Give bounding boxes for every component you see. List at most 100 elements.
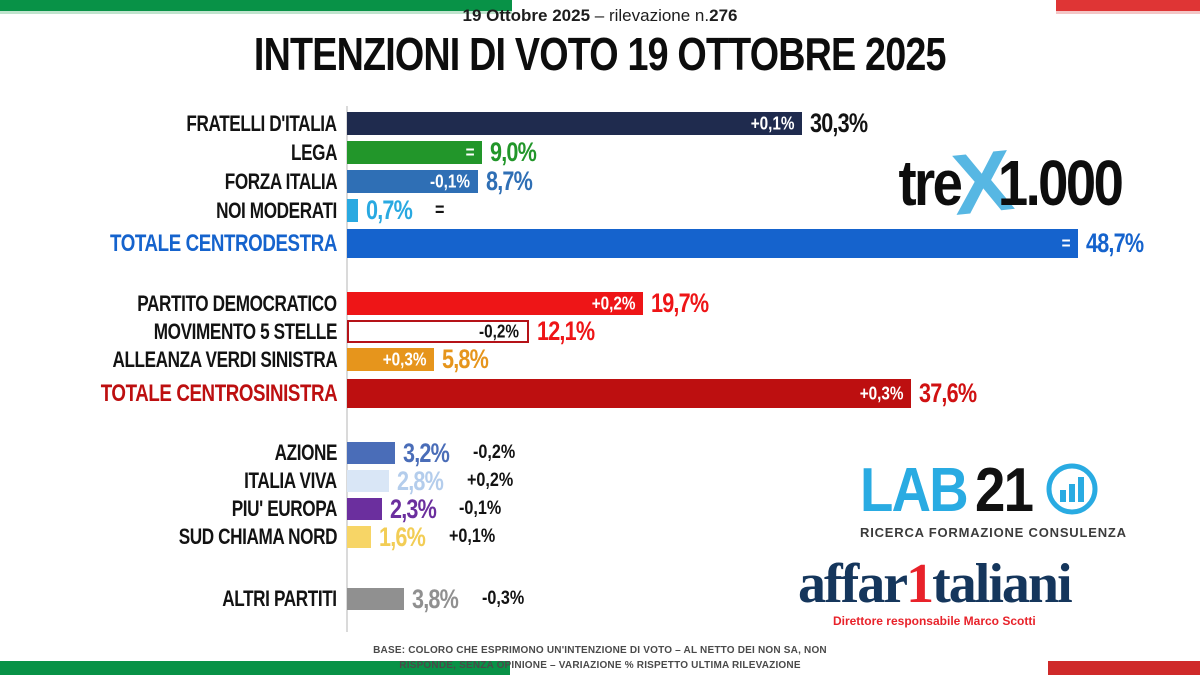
party-name: TOTALE CENTRODESTRA bbox=[110, 229, 337, 257]
lab21-chart-icon bbox=[1044, 461, 1100, 522]
chart-row-forza-italia: FORZA ITALIA -0,1% 8,7% bbox=[0, 166, 1200, 196]
party-name: SUD CHIAMA NORD bbox=[178, 524, 338, 549]
row-label-totale-centrodestra: TOTALE CENTRODESTRA bbox=[0, 229, 337, 258]
chart-row-movimento-5-stelle: MOVIMENTO 5 STELLE -0,2% 12,1% bbox=[0, 316, 1200, 346]
variation-label: -0,2% bbox=[472, 442, 515, 463]
party-name: TOTALE CENTROSINISTRA bbox=[100, 379, 337, 407]
affari-red-one: 1 bbox=[906, 553, 934, 615]
variation-label: +0,1% bbox=[750, 113, 795, 133]
chart-row-totale-centrodestra: TOTALE CENTRODESTRA = 48,7% bbox=[0, 228, 1200, 258]
chart-row-altri-partiti: ALTRI PARTITI 3,8% -0,3% bbox=[0, 584, 1200, 614]
bar-lega: = bbox=[347, 141, 482, 164]
bar-noi-moderati bbox=[347, 199, 358, 222]
chart-row-lega: LEGA = 9,0% bbox=[0, 137, 1200, 167]
flag-stripe-top-green-fade bbox=[0, 11, 512, 14]
party-name: PARTITO DEMOCRATICO bbox=[137, 290, 338, 316]
row-label-movimento-5-stelle: MOVIMENTO 5 STELLE bbox=[0, 318, 338, 344]
row-label-azione: AZIONE bbox=[0, 440, 338, 465]
bar-track-altri-partiti: 3,8% -0,3% bbox=[347, 584, 531, 614]
row-label-italia-viva: ITALIA VIVA bbox=[0, 468, 337, 493]
row-label-noi-moderati: NOI MODERATI bbox=[0, 198, 337, 223]
variation-label: +0,2% bbox=[591, 293, 636, 313]
row-label-lega: LEGA bbox=[0, 140, 338, 165]
bar-alleanza-verdi-sinistra: +0,3% bbox=[347, 348, 434, 371]
chart-title: INTENZIONI DI VOTO 19 OTTOBRE 2025 bbox=[254, 28, 947, 80]
value-label: 48,7% bbox=[1085, 228, 1144, 258]
row-label-fratelli-ditalia: FRATELLI D'ITALIA bbox=[0, 110, 338, 136]
party-name: ALLEANZA VERDI SINISTRA bbox=[112, 346, 337, 372]
bar-track-fratelli-ditalia: +0,1% 30,3% bbox=[347, 108, 881, 138]
variation-label: +0,1% bbox=[448, 526, 495, 547]
party-name: MOVIMENTO 5 STELLE bbox=[153, 318, 338, 344]
survey-number: 276 bbox=[709, 6, 738, 25]
variation-label: -0,2% bbox=[479, 321, 520, 341]
variation-label: = bbox=[435, 199, 445, 221]
trex1000-text-1000: 1.000 bbox=[998, 147, 1124, 219]
lab21-text-lab: LAB bbox=[860, 456, 969, 525]
variation-label: +0,2% bbox=[466, 470, 513, 491]
value-label: 2,3% bbox=[389, 493, 437, 524]
lab21-tagline: RICERCA FORMAZIONE CONSULENZA bbox=[860, 525, 1127, 540]
row-label-totale-centrosinistra: TOTALE CENTROSINISTRA bbox=[0, 379, 337, 408]
chart-row-partito-democratico: PARTITO DEMOCRATICO +0,2% 19,7% bbox=[0, 288, 1200, 318]
affari-text-1: affar bbox=[798, 553, 908, 615]
affaritaliani-logo: affar1taliani Direttore responsabile Mar… bbox=[798, 553, 1073, 628]
value-label: 1,6% bbox=[379, 521, 426, 552]
row-label-piu-europa: PIU' EUROPA bbox=[0, 496, 338, 521]
chart-row-alleanza-verdi-sinistra: ALLEANZA VERDI SINISTRA +0,3% 5,8% bbox=[0, 344, 1200, 374]
chart-row-piu-europa: PIU' EUROPA 2,3% -0,1% bbox=[0, 494, 1200, 524]
trex1000-text-tre: tre bbox=[898, 147, 962, 219]
bar-forza-italia: -0,1% bbox=[347, 170, 478, 193]
methodology-line-1: BASE: COLORO CHE ESPRIMONO UN'INTENZIONE… bbox=[373, 645, 827, 656]
chart-row-sud-chiama-nord: SUD CHIAMA NORD 1,6% +0,1% bbox=[0, 522, 1200, 552]
party-name: FORZA ITALIA bbox=[224, 168, 337, 194]
value-label: 0,7% bbox=[365, 195, 413, 225]
bar-italia-viva bbox=[347, 470, 389, 492]
party-name: ITALIA VIVA bbox=[244, 468, 337, 493]
bar-altri-partiti bbox=[347, 588, 404, 610]
variation-label: -0,1% bbox=[459, 498, 502, 519]
party-name: FRATELLI D'ITALIA bbox=[186, 110, 338, 136]
party-name: PIU' EUROPA bbox=[231, 496, 338, 521]
methodology-note: BASE: COLORO CHE ESPRIMONO UN'INTENZIONE… bbox=[0, 644, 1200, 673]
bar-track-italia-viva: 2,8% +0,2% bbox=[347, 466, 521, 496]
variation-label: -0,1% bbox=[430, 171, 471, 191]
survey-dateline-mid: – rilevazione n. bbox=[590, 6, 710, 25]
affari-text-2: taliani bbox=[932, 553, 1072, 615]
affari-tagline: Direttore responsabile Marco Scotti bbox=[832, 614, 1036, 628]
methodology-line-2: RISPONDE, SENZA OPINIONE – VARIAZIONE % … bbox=[399, 659, 801, 671]
chart-row-azione: AZIONE 3,2% -0,2% bbox=[0, 438, 1200, 468]
bar-totale-centrosinistra: +0,3% bbox=[347, 379, 911, 408]
bar-track-lega: = 9,0% bbox=[347, 137, 548, 167]
flag-stripe-bottom-green bbox=[0, 661, 510, 675]
chart-row-fratelli-ditalia: FRATELLI D'ITALIA +0,1% 30,3% bbox=[0, 108, 1200, 138]
variation-label: = bbox=[466, 142, 475, 162]
bar-piu-europa bbox=[347, 498, 382, 520]
bar-track-movimento-5-stelle: -0,2% 12,1% bbox=[347, 316, 608, 346]
value-label: 37,6% bbox=[919, 378, 977, 408]
bar-track-alleanza-verdi-sinistra: +0,3% 5,8% bbox=[347, 344, 500, 374]
bar-movimento-5-stelle: -0,2% bbox=[347, 320, 529, 343]
bar-azione bbox=[347, 442, 395, 464]
flag-stripe-top-red bbox=[1056, 0, 1200, 11]
trex1000-logo: tre X 1.000 bbox=[893, 132, 1132, 234]
chart-row-totale-centrosinistra: TOTALE CENTROSINISTRA +0,3% 37,6% bbox=[0, 378, 1200, 408]
variation-label: +0,3% bbox=[383, 349, 427, 369]
flag-stripe-bottom-red bbox=[1048, 661, 1200, 675]
bar-track-totale-centrodestra: = 48,7% bbox=[347, 228, 1157, 258]
value-label: 19,7% bbox=[650, 288, 709, 318]
bar-fratelli-ditalia: +0,1% bbox=[347, 112, 802, 135]
row-label-sud-chiama-nord: SUD CHIAMA NORD bbox=[0, 524, 338, 549]
flag-stripe-top-red-fade bbox=[1056, 11, 1200, 14]
chart-row-italia-viva: ITALIA VIVA 2,8% +0,2% bbox=[0, 466, 1200, 496]
row-label-forza-italia: FORZA ITALIA bbox=[0, 168, 337, 194]
bar-track-forza-italia: -0,1% 8,7% bbox=[347, 166, 543, 196]
bar-sud-chiama-nord bbox=[347, 526, 371, 548]
survey-date: 19 Ottobre 2025 bbox=[462, 6, 591, 25]
value-label: 3,2% bbox=[403, 437, 450, 468]
bar-track-azione: 3,2% -0,2% bbox=[347, 438, 522, 468]
value-label: 2,8% bbox=[397, 465, 444, 496]
chart-row-noi-moderati: NOI MODERATI 0,7% = bbox=[0, 195, 1200, 225]
party-name: ALTRI PARTITI bbox=[222, 586, 338, 611]
